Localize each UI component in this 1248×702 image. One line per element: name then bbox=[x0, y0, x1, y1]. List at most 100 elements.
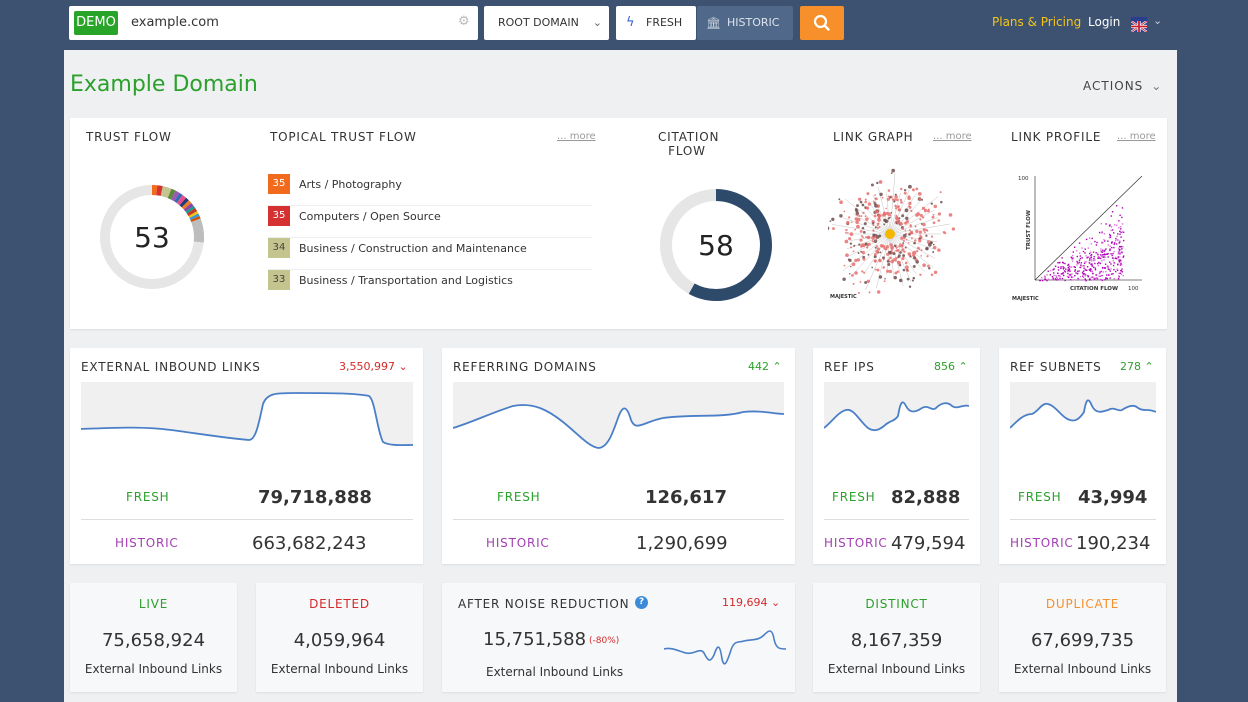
profile-point bbox=[1089, 279, 1091, 281]
profile-point bbox=[1081, 271, 1084, 274]
fresh-index-button[interactable]: ϟ FRESH bbox=[616, 6, 696, 40]
stat-card-external-links[interactable] bbox=[70, 348, 423, 564]
topic-row[interactable]: 33 Business / Transportation and Logisti… bbox=[268, 270, 592, 302]
login-link[interactable]: Login bbox=[1088, 15, 1121, 29]
profile-point bbox=[1084, 278, 1086, 280]
graph-node bbox=[861, 226, 865, 230]
profile-point bbox=[1085, 261, 1087, 263]
live-links-card[interactable]: LIVE 75,658,924 External Inbound Links bbox=[70, 583, 237, 692]
profile-point bbox=[1091, 264, 1093, 266]
graph-node bbox=[854, 228, 857, 231]
profile-point bbox=[1102, 271, 1104, 273]
duplicate-links-card[interactable]: DUPLICATE 67,699,735 External Inbound Li… bbox=[999, 583, 1166, 692]
graph-node bbox=[865, 206, 870, 210]
profile-point bbox=[1101, 231, 1103, 233]
profile-point bbox=[1079, 257, 1082, 260]
chevron-down-icon[interactable]: ⌄ bbox=[1153, 14, 1163, 27]
profile-point bbox=[1118, 242, 1120, 244]
deleted-links-card[interactable]: DELETED 4,059,964 External Inbound Links bbox=[256, 583, 423, 692]
graph-node bbox=[919, 234, 921, 237]
profile-point bbox=[1098, 257, 1100, 259]
actions-menu[interactable]: ACTIONS ⌄ bbox=[1083, 79, 1162, 93]
fresh-label: FRESH bbox=[126, 490, 170, 504]
topic-row[interactable]: 34 Business / Construction and Maintenan… bbox=[268, 238, 592, 270]
graph-node bbox=[859, 229, 863, 233]
graph-node bbox=[937, 248, 941, 252]
graph-node bbox=[860, 235, 863, 238]
topic-row[interactable]: 35 Computers / Open Source bbox=[268, 206, 592, 238]
profile-point bbox=[1122, 274, 1124, 277]
graph-node bbox=[896, 270, 900, 274]
graph-node bbox=[861, 270, 864, 273]
graph-node bbox=[848, 216, 851, 219]
profile-point bbox=[1107, 268, 1110, 270]
noise-reduction-card[interactable]: AFTER NOISE REDUCTION ? 119,694 ⌄ 15,751… bbox=[442, 583, 795, 692]
profile-point bbox=[1116, 268, 1118, 270]
search-button[interactable] bbox=[800, 6, 844, 40]
graph-node bbox=[874, 194, 877, 196]
graph-node bbox=[874, 246, 877, 249]
profile-point bbox=[1085, 279, 1087, 282]
graph-node bbox=[910, 231, 913, 235]
scope-dropdown[interactable]: ROOT DOMAIN ⌄ bbox=[484, 6, 609, 40]
profile-point bbox=[1122, 255, 1125, 257]
graph-node bbox=[878, 258, 882, 263]
graph-node bbox=[900, 236, 904, 240]
profile-point bbox=[1053, 274, 1055, 277]
link-profile-more-link[interactable]: ... more bbox=[1117, 131, 1156, 142]
profile-point bbox=[1060, 267, 1062, 270]
graph-node bbox=[874, 197, 877, 200]
graph-edge bbox=[889, 233, 925, 272]
stat-card-ref-ips[interactable] bbox=[813, 348, 980, 564]
graph-node bbox=[881, 196, 884, 199]
historic-index-button[interactable]: 🏛 HISTORIC bbox=[697, 6, 793, 40]
graph-node bbox=[901, 248, 905, 252]
graph-node bbox=[923, 208, 928, 213]
graph-node bbox=[903, 191, 907, 195]
stat-delta: 3,550,997 ⌄ bbox=[339, 360, 408, 373]
help-icon[interactable]: ? bbox=[635, 596, 648, 609]
graph-node bbox=[900, 243, 904, 247]
stat-card-referring-domains[interactable] bbox=[442, 348, 795, 564]
distinct-links-card[interactable]: DISTINCT 8,167,359 External Inbound Link… bbox=[813, 583, 980, 692]
profile-point bbox=[1070, 276, 1073, 278]
profile-point bbox=[1087, 247, 1090, 249]
card-title: AFTER NOISE REDUCTION bbox=[458, 597, 630, 611]
profile-point bbox=[1074, 269, 1077, 271]
graph-node bbox=[867, 242, 871, 246]
profile-point bbox=[1121, 248, 1123, 250]
trust-flow-donut[interactable]: 53 bbox=[96, 181, 208, 293]
link-profile-scatter[interactable]: 100 100 CITATION FLOW TRUST FLOW MAJESTI… bbox=[1010, 168, 1160, 304]
gear-icon[interactable]: ⚙ bbox=[458, 14, 470, 29]
uk-flag-icon[interactable] bbox=[1130, 17, 1148, 33]
link-graph-image[interactable] bbox=[828, 168, 970, 306]
sparkline bbox=[81, 382, 413, 450]
profile-point bbox=[1117, 238, 1119, 241]
graph-node bbox=[939, 191, 942, 194]
graph-node bbox=[904, 246, 907, 249]
graph-node bbox=[898, 244, 901, 248]
graph-node bbox=[910, 209, 913, 212]
profile-point bbox=[1095, 277, 1098, 280]
search-box[interactable]: DEMO example.com ⚙ bbox=[69, 6, 478, 40]
graph-node bbox=[857, 217, 861, 222]
y-axis-label: TRUST FLOW bbox=[1026, 210, 1032, 250]
topic-row[interactable]: 35 Arts / Photography bbox=[268, 174, 592, 206]
search-input[interactable]: example.com bbox=[131, 15, 219, 30]
graph-node bbox=[901, 214, 905, 218]
graph-node bbox=[918, 230, 923, 234]
graph-node bbox=[921, 216, 925, 219]
link-graph-more-link[interactable]: ... more bbox=[933, 131, 972, 142]
profile-point bbox=[1076, 272, 1079, 275]
graph-node bbox=[892, 258, 896, 262]
topical-more-link[interactable]: ... more bbox=[557, 131, 596, 142]
profile-point bbox=[1104, 240, 1106, 242]
graph-node bbox=[875, 249, 879, 254]
graph-node bbox=[903, 189, 907, 192]
profile-point bbox=[1098, 275, 1100, 277]
graph-node bbox=[920, 249, 923, 252]
profile-point bbox=[1054, 265, 1057, 267]
stat-card-ref-subnets[interactable] bbox=[999, 348, 1166, 564]
plans-pricing-link[interactable]: Plans & Pricing bbox=[992, 15, 1082, 29]
citation-flow-donut[interactable]: 58 bbox=[657, 186, 775, 304]
